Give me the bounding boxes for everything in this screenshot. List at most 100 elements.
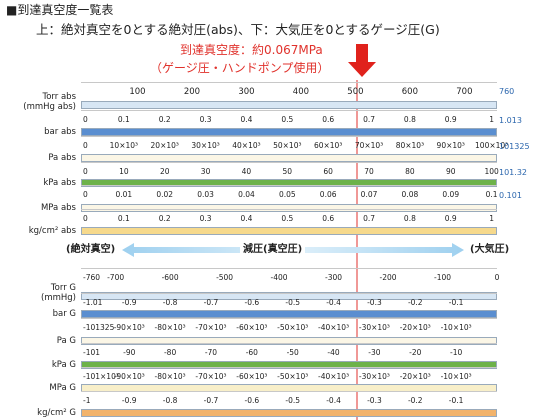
tick-label: 1: [489, 115, 494, 124]
end-value: 101.32: [499, 168, 527, 177]
tick-label: 0.06: [319, 190, 337, 199]
tick-label: 90: [445, 167, 456, 176]
tick-label: 0.3: [199, 115, 212, 124]
tick-label: -0.5: [285, 298, 301, 307]
tick-label: 0.9: [444, 115, 457, 124]
tick-label: -300: [325, 273, 343, 282]
tick-label: -101: [83, 348, 101, 357]
tick-label: 0.08: [401, 190, 419, 199]
tick-label: 0.9: [444, 214, 457, 223]
tick-label: 0.5: [281, 115, 294, 124]
tick-label: -70×10³: [195, 323, 227, 332]
tick-label: -40: [327, 348, 340, 357]
tick-label: 100×10³: [475, 141, 509, 150]
red-arrow: [348, 44, 376, 77]
tick-label: 0: [83, 214, 88, 223]
tick-label: 0.03: [197, 190, 214, 199]
scale-bar: [81, 310, 497, 318]
tick-label: 20×10³: [150, 141, 179, 150]
tick-label: 0.1: [485, 190, 498, 199]
tick-label: -70: [204, 348, 218, 357]
tick-label: 0: [83, 141, 88, 150]
scale-bar: [81, 361, 497, 369]
tick-label: -0.9: [121, 298, 137, 307]
tick-label: 700: [456, 87, 473, 97]
tick-label: 0.1: [117, 214, 130, 223]
tick-label: 70×10³: [354, 141, 384, 150]
separator: [81, 162, 497, 163]
tick-label: 100: [129, 87, 146, 97]
tick-label: -100: [434, 273, 452, 282]
tick-label: -200: [379, 273, 397, 282]
tick-label: 0.05: [278, 190, 296, 199]
row-label: Torr G: [50, 283, 76, 293]
label-left: (絶対真空): [66, 244, 116, 255]
tick-label: -90×10³: [113, 323, 145, 332]
scale-bar: [81, 154, 497, 162]
tick-label: -50×10³: [277, 323, 309, 332]
subtitle: 上：絶対真空を0とする絶対圧(abs)、下：大気圧を0とするゲージ圧(G): [36, 22, 440, 37]
end-value: 760: [499, 87, 515, 96]
tick-label: -20×10³: [399, 323, 431, 332]
tick-label: -0.7: [203, 396, 219, 405]
tick-label: -0.8: [162, 396, 178, 405]
separator: [81, 367, 497, 368]
tick-label: 500: [347, 87, 364, 97]
label-center: 減圧(真空圧): [240, 245, 306, 255]
tick-label: -0.9: [121, 396, 137, 405]
tick-label: -500: [216, 273, 234, 282]
annotation: 到達真空度：約0.067MPa: [180, 43, 323, 57]
tick-label: 100: [484, 167, 499, 176]
separator: [81, 268, 497, 269]
tick-label: 0.2: [158, 115, 171, 124]
tick-label: 0.5: [281, 214, 294, 223]
row-sublabel: (mmHg): [41, 293, 76, 303]
separator: [81, 185, 497, 186]
scale-bar: [81, 409, 497, 417]
tick-label: -700: [107, 273, 125, 282]
tick-label: 0.2: [158, 214, 171, 223]
row-label: kPa abs: [43, 178, 76, 188]
tick-label: 20: [159, 167, 170, 176]
tick-label: -0.4: [326, 298, 341, 307]
separator: [81, 209, 497, 210]
tick-label: -10: [450, 348, 463, 357]
tick-label: -0.1: [448, 298, 464, 307]
row-sublabel: (mmHg abs): [23, 102, 76, 112]
tick-label: -50×10³: [277, 372, 309, 381]
row-label: Pa abs: [48, 153, 76, 163]
tick-label: 10×10³: [109, 141, 139, 150]
tick-label: 0.4: [240, 214, 253, 223]
tick-label: 400: [292, 87, 310, 97]
tick-label: 70: [364, 167, 374, 176]
tick-label: -80×10³: [154, 323, 186, 332]
tick-label: 60×10³: [313, 141, 343, 150]
tick-label: -760: [83, 273, 101, 282]
tick-label: -0.8: [162, 298, 178, 307]
tick-label: -20: [409, 348, 422, 357]
tick-label: 0.8: [403, 214, 416, 223]
tick-label: -30: [368, 348, 381, 357]
scale-bar: [81, 204, 497, 212]
tick-label: -30×10³: [358, 372, 390, 381]
scale-bar: [81, 128, 497, 136]
annotation: （ゲージ圧・ハンドポンプ使用）: [150, 61, 330, 75]
row-label: kg/cm² G: [37, 408, 76, 418]
tick-label: 0.1: [117, 115, 130, 124]
tick-label: -10×10³: [440, 323, 472, 332]
tick-label: -101325: [83, 323, 115, 332]
separator: [81, 293, 497, 294]
tick-label: 0: [494, 273, 500, 282]
tick-label: -600: [161, 273, 179, 282]
tick-label: -70×10³: [195, 372, 227, 381]
separator: [81, 391, 497, 392]
tick-label: 80: [405, 167, 415, 176]
tick-label: 300: [238, 87, 255, 97]
tick-label: -90: [123, 348, 136, 357]
scale-bar: [81, 337, 497, 345]
tick-label: -101×10³: [83, 372, 119, 381]
tick-label: -0.2: [407, 298, 423, 307]
tick-label: 0.09: [442, 190, 460, 199]
tick-label: 0.7: [363, 115, 375, 124]
